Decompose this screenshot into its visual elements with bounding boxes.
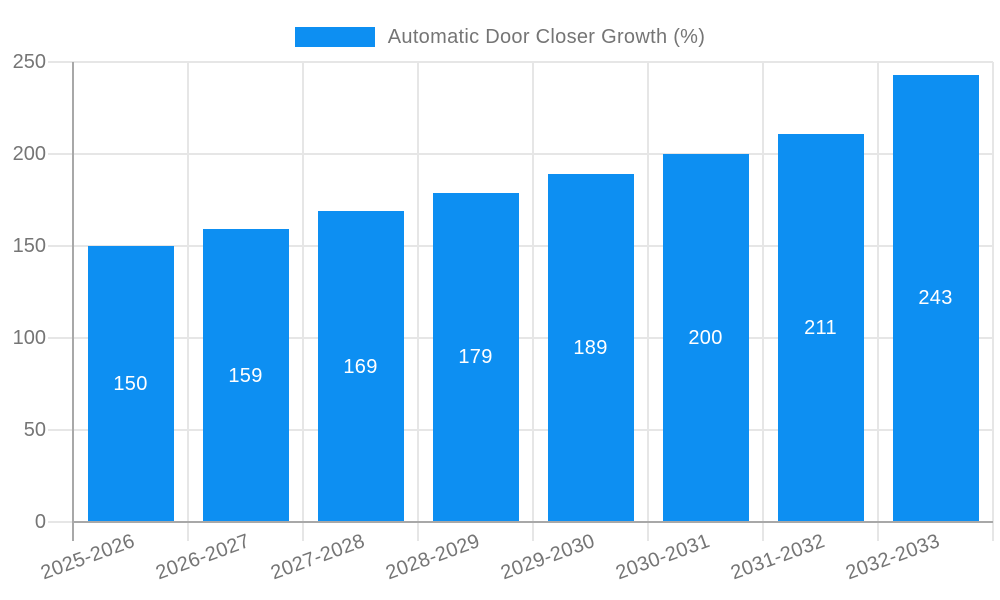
x-gridline [187, 62, 189, 541]
y-gridline [48, 245, 993, 247]
y-gridline [48, 429, 993, 431]
x-axis-tick-label: 2031-2032 [728, 530, 829, 585]
bar-value-label: 243 [918, 287, 953, 310]
x-axis-tick-label: 2030-2031 [613, 530, 714, 585]
bar-value-label: 150 [113, 373, 148, 395]
legend-color-swatch [294, 27, 375, 47]
x-axis-tick-label: 2029-2030 [498, 530, 599, 585]
y-gridline [48, 153, 993, 155]
y-axis-tick-label: 200 [12, 143, 46, 165]
bar-value-label: 189 [573, 337, 608, 360]
x-axis-tick-label: 2027-2028 [268, 530, 369, 585]
y-axis-tick-label: 250 [12, 51, 46, 73]
bar-value-label: 211 [804, 316, 837, 339]
bar-value-label: 159 [228, 364, 263, 387]
x-gridline [992, 62, 994, 541]
chart-legend: Automatic Door Closer Growth (%) [0, 25, 1000, 49]
y-axis-line [72, 62, 74, 541]
legend-label: Automatic Door Closer Growth (%) [387, 26, 706, 48]
x-gridline [877, 62, 879, 541]
x-axis-line [73, 521, 993, 523]
x-axis-tick-label: 2028-2029 [383, 530, 484, 585]
bar-2031-2032[interactable] [777, 133, 864, 522]
y-axis-tick-label: 0 [34, 511, 46, 533]
x-gridline [647, 62, 649, 541]
x-gridline [532, 62, 534, 541]
bar-value-label: 179 [458, 346, 493, 369]
bar-value-label: 200 [688, 327, 723, 349]
bar-value-label: 169 [343, 355, 378, 378]
bar-2026-2027[interactable] [202, 229, 289, 522]
bar-2025-2026[interactable] [87, 246, 174, 522]
bar-2028-2029[interactable] [432, 192, 519, 522]
y-axis-tick-label: 100 [12, 327, 46, 349]
bar-2027-2028[interactable] [317, 211, 404, 522]
y-gridline [48, 61, 993, 63]
x-gridline [417, 62, 419, 541]
x-axis-tick-label: 2025-2026 [38, 530, 139, 585]
bar-2032-2033[interactable] [892, 74, 979, 522]
y-axis-tick-label: 50 [23, 419, 46, 441]
bar-2029-2030[interactable] [547, 174, 634, 522]
x-gridline [302, 62, 304, 541]
y-axis-tick-label: 150 [12, 235, 46, 257]
x-axis-tick-label: 2032-2033 [843, 530, 944, 585]
legend-item[interactable]: Automatic Door Closer Growth (%) [294, 25, 706, 49]
y-gridline [48, 337, 993, 339]
x-axis-tick-label: 2026-2027 [153, 530, 254, 585]
x-gridline [762, 62, 764, 541]
bar-2030-2031[interactable] [662, 154, 749, 522]
